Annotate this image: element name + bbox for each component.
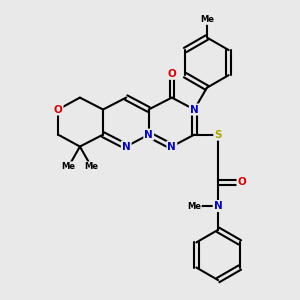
Text: N: N: [144, 130, 153, 140]
Text: O: O: [54, 104, 62, 115]
Text: O: O: [238, 177, 246, 187]
Text: Me: Me: [62, 162, 76, 171]
Text: N: N: [167, 142, 176, 152]
Text: Me: Me: [84, 162, 98, 171]
Text: N: N: [122, 142, 130, 152]
Text: N: N: [190, 104, 199, 115]
Text: N: N: [214, 201, 223, 211]
Text: O: O: [167, 69, 176, 79]
Text: Me: Me: [200, 15, 214, 24]
Text: Me: Me: [187, 202, 201, 211]
Text: S: S: [214, 130, 222, 140]
